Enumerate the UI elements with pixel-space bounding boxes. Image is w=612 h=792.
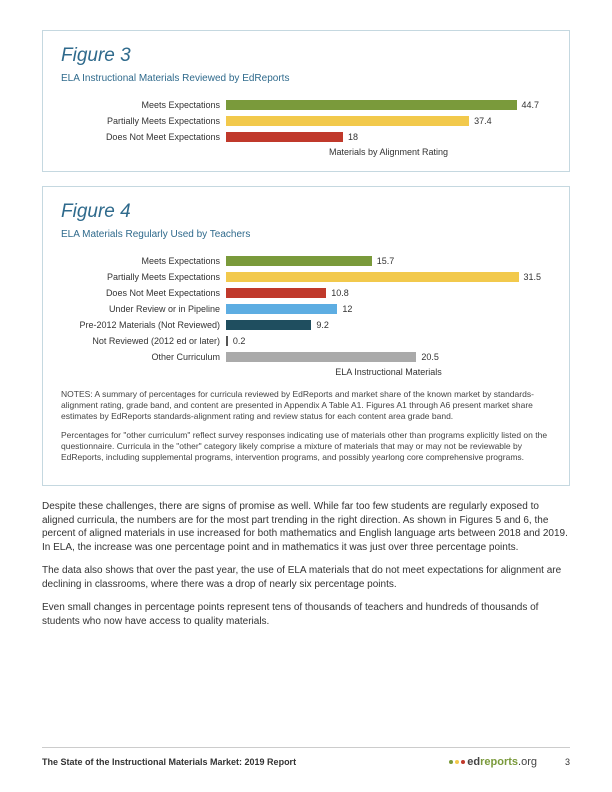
figure-4-xaxis-label: ELA Instructional Materials xyxy=(226,367,551,377)
bar-value: 9.2 xyxy=(311,320,329,330)
bar-label: Does Not Meet Expectations xyxy=(61,132,226,142)
bar-fill xyxy=(226,256,372,266)
bar-row: Does Not Meet Expectations 18 xyxy=(61,130,551,143)
bar-row: Meets Expectations 15.7 xyxy=(61,254,551,267)
bar-label: Not Reviewed (2012 ed or later) xyxy=(61,336,226,346)
bar-track: 31.5 xyxy=(226,272,551,282)
bar-label: Partially Meets Expectations xyxy=(61,272,226,282)
bar-row: Partially Meets Expectations 31.5 xyxy=(61,270,551,283)
bar-label: Meets Expectations xyxy=(61,100,226,110)
figure-3-chart: Meets Expectations 44.7 Partially Meets Ex… xyxy=(61,98,551,143)
bar-row: Pre-2012 Materials (Not Reviewed) 9.2 xyxy=(61,318,551,331)
bar-value: 20.5 xyxy=(416,352,439,362)
bar-track: 12 xyxy=(226,304,551,314)
edreports-logo: edreports.org xyxy=(449,756,537,768)
bar-value: 18 xyxy=(343,132,358,142)
body-paragraph: Even small changes in percentage points … xyxy=(42,601,570,628)
page-number: 3 xyxy=(565,757,570,767)
bar-value: 31.5 xyxy=(519,272,542,282)
figure-3: Figure 3 ELA Instructional Materials Rev… xyxy=(42,30,570,172)
bar-track: 10.8 xyxy=(226,288,551,298)
bar-value: 44.7 xyxy=(517,100,540,110)
figure-4-subtitle: ELA Materials Regularly Used by Teachers xyxy=(61,229,551,240)
logo-reports: reports xyxy=(480,756,518,768)
body-paragraph: Despite these challenges, there are sign… xyxy=(42,500,570,554)
bar-fill xyxy=(226,352,416,362)
bar-value: 15.7 xyxy=(372,256,395,266)
note-paragraph: NOTES: A summary of percentages for curr… xyxy=(61,389,551,422)
bar-fill xyxy=(226,272,519,282)
bar-label: Other Curriculum xyxy=(61,352,226,362)
figure-4-chart: Meets Expectations 15.7 Partially Meets Ex… xyxy=(61,254,551,363)
figure-3-xaxis-label: Materials by Alignment Rating xyxy=(226,147,551,157)
logo-dots xyxy=(449,760,465,764)
bar-value: 0.2 xyxy=(228,336,246,346)
logo-dot xyxy=(449,760,453,764)
figure-3-subtitle: ELA Instructional Materials Reviewed by … xyxy=(61,73,551,84)
bar-row: Meets Expectations 44.7 xyxy=(61,98,551,111)
bar-track: 18 xyxy=(226,132,551,142)
bar-label: Partially Meets Expectations xyxy=(61,116,226,126)
body-text: Despite these challenges, there are sign… xyxy=(42,500,570,628)
bar-row: Does Not Meet Expectations 10.8 xyxy=(61,286,551,299)
figure-3-title: Figure 3 xyxy=(61,45,551,67)
bar-fill xyxy=(226,100,517,110)
bar-fill xyxy=(226,304,337,314)
footer-title: The State of the Instructional Materials… xyxy=(42,757,296,767)
figure-4-title: Figure 4 xyxy=(61,201,551,223)
logo-dot xyxy=(455,760,459,764)
bar-row: Other Curriculum 20.5 xyxy=(61,350,551,363)
bar-track: 20.5 xyxy=(226,352,551,362)
bar-value: 12 xyxy=(337,304,352,314)
logo-ed: ed xyxy=(467,756,480,768)
logo-dot xyxy=(461,760,465,764)
bar-row: Partially Meets Expectations 37.4 xyxy=(61,114,551,127)
bar-track: 37.4 xyxy=(226,116,551,126)
bar-value: 10.8 xyxy=(326,288,349,298)
logo-org: .org xyxy=(518,756,537,768)
bar-row: Under Review or in Pipeline 12 xyxy=(61,302,551,315)
bar-value: 37.4 xyxy=(469,116,492,126)
bar-row: Not Reviewed (2012 ed or later)0.2 xyxy=(61,334,551,347)
bar-fill xyxy=(226,116,469,126)
bar-track: 0.2 xyxy=(226,336,551,346)
bar-track: 9.2 xyxy=(226,320,551,330)
bar-track: 15.7 xyxy=(226,256,551,266)
bar-track: 44.7 xyxy=(226,100,551,110)
bar-label: Pre-2012 Materials (Not Reviewed) xyxy=(61,320,226,330)
bar-fill xyxy=(226,320,311,330)
body-paragraph: The data also shows that over the past y… xyxy=(42,564,570,591)
figure-4: Figure 4 ELA Materials Regularly Used by… xyxy=(42,186,570,486)
bar-fill xyxy=(226,288,326,298)
note-paragraph: Percentages for "other curriculum" refle… xyxy=(61,430,551,463)
bar-label: Under Review or in Pipeline xyxy=(61,304,226,314)
bar-fill xyxy=(226,132,343,142)
bar-label: Meets Expectations xyxy=(61,256,226,266)
page-footer: The State of the Instructional Materials… xyxy=(42,747,570,768)
figure-4-notes: NOTES: A summary of percentages for curr… xyxy=(61,389,551,463)
bar-label: Does Not Meet Expectations xyxy=(61,288,226,298)
